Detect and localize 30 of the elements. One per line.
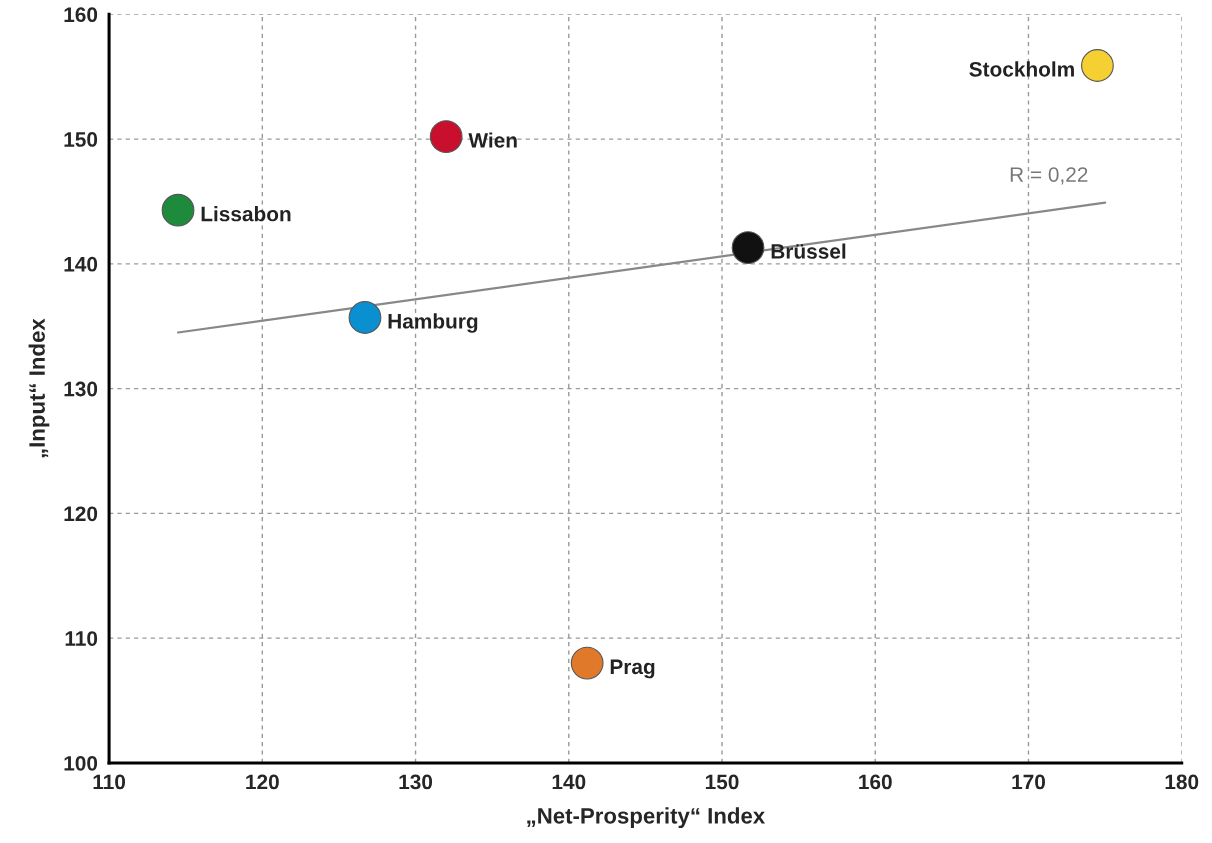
y-tick-label: 130: [64, 381, 98, 397]
point: [1081, 49, 1114, 82]
point: [161, 193, 195, 227]
series-label: Brüssel: [771, 243, 846, 259]
x-tick-label: 160: [859, 774, 892, 790]
series-label: Lissabon: [201, 206, 291, 222]
x-tick-label: 180: [1165, 774, 1199, 790]
y-tick-label: 110: [65, 631, 98, 646]
x-tick-label: 170: [1012, 774, 1045, 790]
series-label: Stockholm: [969, 61, 1074, 77]
x-tick-label: 140: [552, 774, 586, 790]
point: [429, 120, 463, 153]
y-tick-label: 140: [64, 256, 98, 272]
series-label: Hamburg: [388, 313, 478, 333]
annotation: R = 0,22: [1010, 167, 1088, 185]
y-tick-label: 150: [64, 132, 98, 147]
x-tick-label: 150: [705, 774, 739, 790]
series-label: Prag: [610, 659, 655, 679]
point: [348, 301, 382, 334]
y-tick-label: 160: [64, 7, 98, 23]
y-tick-label: 100: [64, 755, 98, 771]
x-tick-label: 130: [399, 774, 433, 790]
series-label: Wien: [468, 132, 517, 148]
y-axis-title: „Input“ Index: [28, 318, 50, 458]
x-tick-label: 110: [93, 774, 126, 790]
point: [731, 231, 765, 265]
x-tick-label: 120: [246, 774, 279, 790]
point: [570, 646, 604, 680]
y-tick-label: 120: [64, 506, 98, 522]
x-axis-title: „Net-Prosperity“ Index: [527, 807, 766, 829]
